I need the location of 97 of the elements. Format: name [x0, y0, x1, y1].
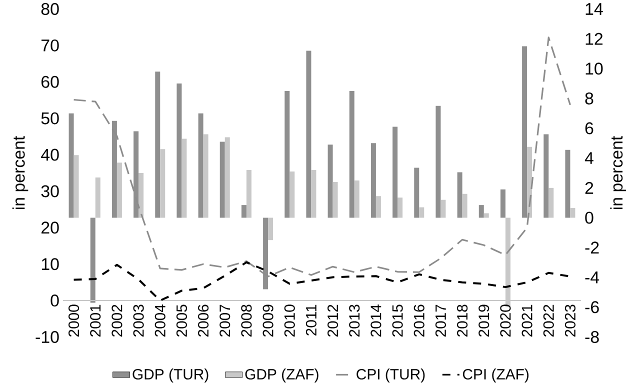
x-tick-label: 2015	[392, 304, 403, 337]
y2-tick-label: 6	[585, 122, 594, 134]
legend-label: GDP (ZAF)	[245, 368, 318, 382]
bar	[544, 134, 549, 218]
bar	[224, 137, 230, 218]
bar	[90, 218, 96, 303]
y-tick-label: 70	[42, 39, 59, 52]
y-tick-label: 40	[41, 148, 59, 161]
bar	[241, 205, 246, 218]
x-tick-label: 2022	[543, 304, 554, 337]
bar	[116, 162, 122, 218]
bar	[134, 131, 139, 218]
x-tick-label: 2014	[370, 304, 382, 337]
legend-label: GDP (TUR)	[132, 368, 208, 382]
bar	[462, 194, 468, 218]
legend-label: CPI (ZAF)	[462, 368, 528, 382]
x-tick-label: 2018	[457, 304, 468, 337]
x-tick-label: 2012	[328, 304, 338, 337]
bar	[419, 207, 424, 218]
y2-tick-label: 2	[585, 182, 594, 194]
y-tick-label: 60	[42, 76, 59, 88]
bar	[354, 180, 360, 218]
bar	[182, 138, 187, 218]
y2-tick-label: 0	[585, 212, 594, 224]
y-tick-label: 0	[50, 294, 59, 307]
y2-tick-label: 14	[586, 3, 603, 15]
x-tick-label: 2009	[262, 304, 274, 337]
y2-tick-label: -8	[585, 331, 599, 343]
bar	[290, 172, 295, 218]
bar	[311, 170, 316, 218]
bar	[220, 142, 225, 218]
bar	[548, 188, 554, 218]
y-tick-label: 30	[41, 185, 59, 198]
y-tick-label: 20	[42, 222, 59, 234]
bar	[398, 198, 403, 218]
bar	[370, 143, 376, 218]
x-tick-label: 2010	[284, 304, 295, 337]
x-tick-label: 2013	[349, 304, 360, 337]
bar	[203, 134, 208, 218]
bar	[198, 113, 204, 218]
x-tick-label: 2021	[522, 304, 532, 337]
bar	[570, 208, 576, 218]
y-tick-label: 50	[41, 112, 59, 124]
bar	[478, 205, 484, 218]
legend-label: CPI (TUR)	[356, 368, 425, 382]
bar	[436, 106, 441, 218]
y2-tick-label: 10	[586, 62, 603, 75]
bar	[328, 144, 333, 218]
bar	[565, 150, 570, 218]
bar	[112, 120, 117, 218]
bar	[176, 84, 182, 218]
y-tick-label: -10	[36, 331, 59, 343]
bar	[268, 218, 274, 240]
x-tick-label: 2005	[176, 304, 187, 337]
y2-tick-label: 8	[585, 92, 594, 104]
y-tick-label: 10	[42, 258, 59, 270]
bar	[284, 91, 290, 218]
x-tick-label: 2016	[414, 304, 424, 337]
bar	[522, 46, 528, 218]
y2-axis-title: in percent	[610, 136, 626, 210]
y2-tick-label: 4	[584, 152, 594, 164]
x-tick-label: 2008	[241, 304, 252, 337]
bar	[246, 170, 252, 218]
x-tick-label: 2006	[198, 304, 209, 337]
x-tick-label: 2023	[564, 304, 576, 337]
bar	[332, 182, 338, 218]
x-tick-label: 2003	[133, 304, 144, 337]
bar	[440, 200, 446, 218]
x-tick-label: 2004	[154, 304, 166, 337]
x-tick-label: 2007	[220, 304, 230, 337]
y2-tick-label: -2	[585, 242, 599, 254]
y2-tick-label: 12	[586, 32, 602, 45]
x-tick-label: 2019	[478, 304, 490, 337]
bar	[68, 113, 74, 218]
x-tick-label: 2002	[112, 304, 122, 337]
bar	[484, 213, 489, 218]
y2-tick-label: -4	[585, 272, 600, 284]
x-tick-label: 2001	[90, 304, 101, 337]
bar	[155, 72, 160, 218]
bar	[500, 189, 506, 218]
bar	[138, 173, 144, 218]
bar	[414, 168, 420, 218]
bar	[74, 155, 79, 218]
y2-tick-label: -6	[585, 301, 599, 314]
x-tick-label: 2011	[306, 304, 316, 336]
bar	[95, 177, 100, 218]
bar	[160, 149, 166, 218]
bar	[349, 91, 354, 218]
bar	[306, 50, 312, 218]
x-tick-label: 2020	[500, 304, 511, 337]
bar	[376, 196, 381, 218]
y-axis-title: in percent	[12, 136, 28, 210]
x-tick-label: 2017	[435, 304, 446, 337]
y-tick-label: 80	[41, 3, 59, 16]
x-tick-label: 2000	[68, 304, 80, 337]
bar	[457, 172, 462, 218]
bar	[392, 126, 398, 218]
